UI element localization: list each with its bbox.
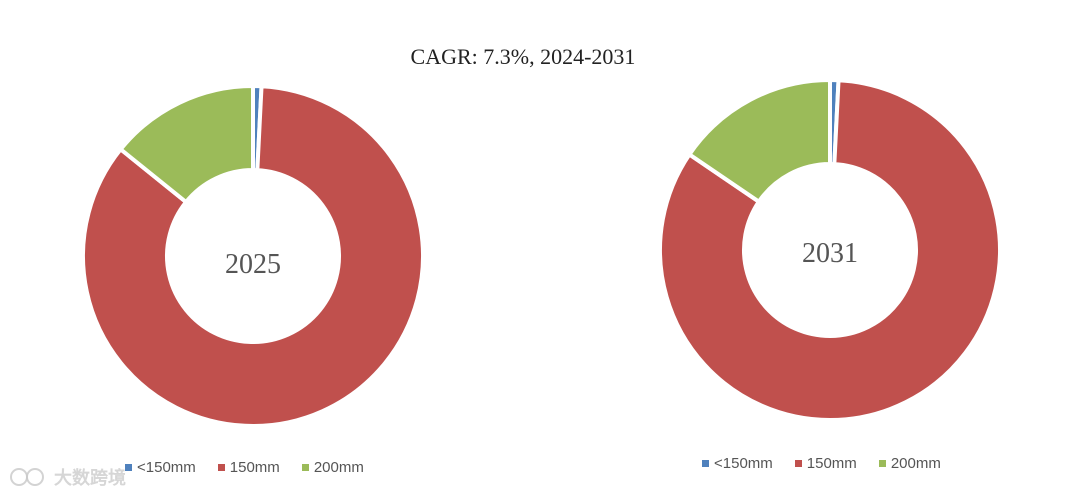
legend-label: 200mm [313,459,364,476]
legend-label: <150mm [714,455,773,472]
donut-chart-2031: 2031 [658,77,1002,422]
donut-center-label: 2031 [802,238,858,269]
legend-label: 200mm [890,455,941,472]
legend-item: <150mm [125,459,196,476]
legend-label: 150mm [806,455,857,472]
legend-swatch [702,460,709,467]
slice-150mm-2031 [658,78,1002,422]
legend-label: <150mm [137,459,196,476]
legend-swatch [301,464,309,471]
legend-swatch [794,460,802,467]
legend-swatch [217,464,225,471]
legend-item: 200mm [301,459,364,476]
watermark: 大数跨境 [8,464,126,490]
legend-2025: <150mm 150mm 200mm [125,459,364,476]
legend-label: 150mm [229,459,280,476]
slice-200mm-2025 [117,83,255,205]
legend-swatch [125,464,132,471]
legend-item: 200mm [878,455,941,472]
legend-item: 150mm [217,459,280,476]
chart-title: CAGR: 7.3%, 2024-2031 [410,44,636,69]
donut-chart-2025: 2025 [81,83,425,428]
watermark-logo-icon [10,468,44,486]
legend-2031: <150mm 150mm 200mm [702,455,941,472]
donut-center-label: 2025 [225,249,281,280]
slice-150mm-2025 [81,84,425,428]
legend-swatch [878,460,886,467]
slice-200mm-2031 [686,77,832,205]
legend-item: <150mm [702,455,773,472]
watermark-text: 大数跨境 [54,468,126,489]
legend-item: 150mm [794,455,857,472]
